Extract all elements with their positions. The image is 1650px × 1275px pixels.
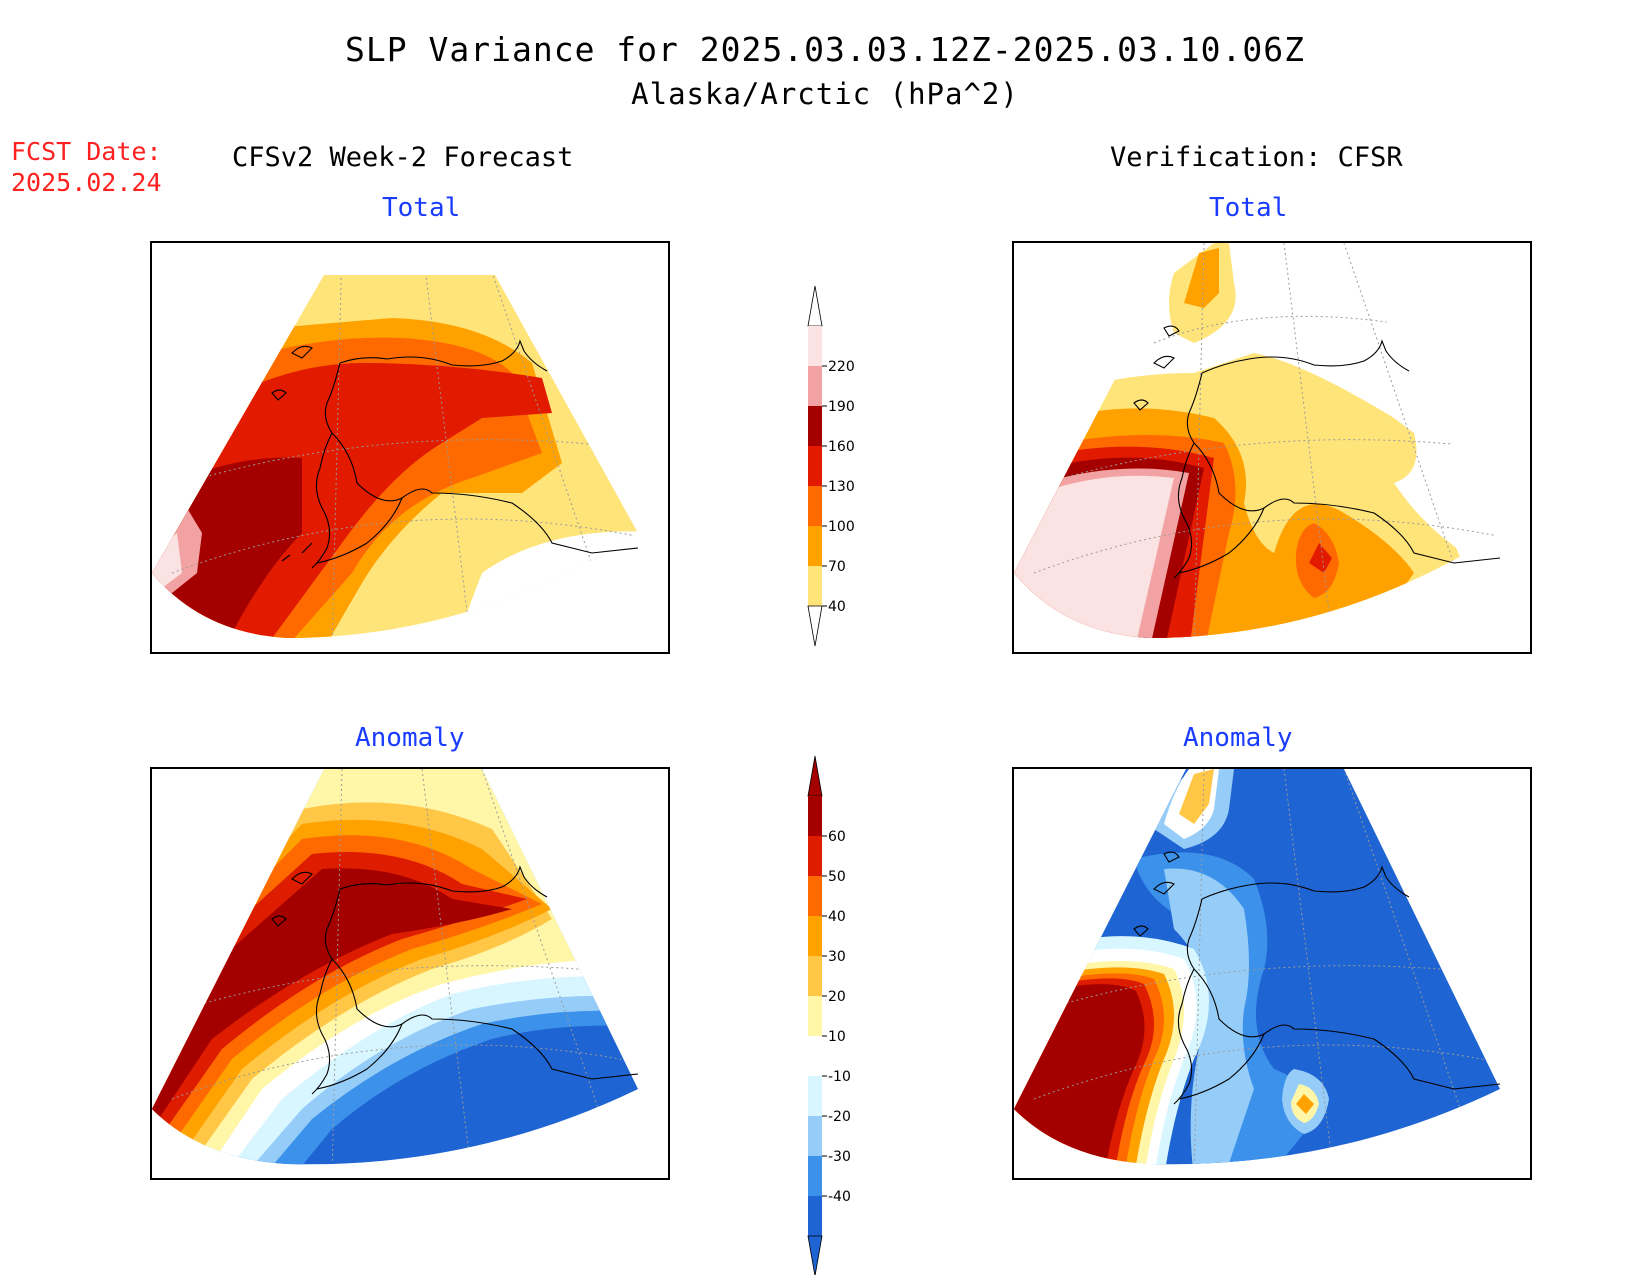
- verification-anomaly-map: [1012, 767, 1532, 1180]
- colorbar-swatch: [808, 486, 822, 526]
- colorbar-label: 130: [828, 479, 855, 495]
- colorbar-swatch: [808, 406, 822, 446]
- colorbar-bottom-arrow: [807, 1235, 823, 1275]
- colorbar-top-arrow: [807, 755, 823, 797]
- fcst-date-value: 2025.02.24: [11, 168, 162, 197]
- colorbar-swatch: [808, 876, 822, 916]
- colorbar-label: -30: [828, 1149, 851, 1165]
- anomaly-colorbar: 60 50 40 30 20 10 -10 -20 -30 -40: [790, 755, 860, 1275]
- colorbar-label: 40: [828, 909, 846, 925]
- colorbar-swatch: [808, 326, 822, 366]
- colorbar-label: 220: [828, 359, 855, 375]
- colorbar-swatch: [808, 366, 822, 406]
- chart-subtitle: Alaska/Arctic (hPa^2): [631, 77, 1019, 111]
- chart-title: SLP Variance for 2025.03.03.12Z-2025.03.…: [345, 30, 1305, 69]
- colorbar-label: 160: [828, 439, 855, 455]
- forecast-total-map: [150, 241, 670, 654]
- colorbar-label: 60: [828, 829, 846, 845]
- colorbar-swatch: [808, 916, 822, 956]
- colorbar-label: -10: [828, 1069, 851, 1085]
- forecast-anomaly-title: Anomaly: [355, 723, 465, 753]
- colorbar-label: 50: [828, 869, 846, 885]
- colorbar-label: -20: [828, 1109, 851, 1125]
- colorbar-label: 10: [828, 1029, 846, 1045]
- colorbar-label: 100: [828, 519, 855, 535]
- verification-total-title: Total: [1209, 193, 1288, 223]
- colorbar-label: 20: [828, 989, 846, 1005]
- colorbar-swatch: [808, 1076, 822, 1116]
- anomaly-colorbar-svg: 60 50 40 30 20 10 -10 -20 -30 -40: [807, 755, 851, 1275]
- colorbar-swatch: [808, 1156, 822, 1196]
- colorbar-swatch: [808, 996, 822, 1036]
- verification-anomaly-title: Anomaly: [1183, 723, 1293, 753]
- colorbar-swatch: [808, 1036, 822, 1076]
- colorbar-bottom-arrow: [807, 605, 823, 647]
- colorbar-label: 190: [828, 399, 855, 415]
- colorbar-label: 30: [828, 949, 846, 965]
- colorbar-swatch: [808, 1196, 822, 1236]
- verification-total-map: [1012, 241, 1532, 654]
- colorbar-swatch: [808, 446, 822, 486]
- total-colorbar: 220 190 160 130 100 70 40: [790, 285, 860, 647]
- colorbar-swatch: [808, 796, 822, 836]
- forecast-total-title: Total: [382, 193, 461, 223]
- colorbar-swatch: [808, 566, 822, 606]
- forecast-column-title: CFSv2 Week-2 Forecast: [232, 142, 574, 173]
- colorbar-label: -40: [828, 1189, 851, 1205]
- forecast-anomaly-map: [150, 767, 670, 1180]
- fcst-date-label: FCST Date:: [11, 137, 162, 166]
- colorbar-swatch: [808, 526, 822, 566]
- total-colorbar-svg: 220 190 160 130 100 70 40: [807, 285, 855, 647]
- verification-column-title: Verification: CFSR: [1110, 142, 1403, 173]
- colorbar-swatch: [808, 956, 822, 996]
- colorbar-label: 70: [828, 559, 846, 575]
- colorbar-swatch: [808, 1116, 822, 1156]
- colorbar-top-arrow: [807, 285, 823, 327]
- colorbar-label: 40: [828, 599, 846, 615]
- colorbar-swatch: [808, 836, 822, 876]
